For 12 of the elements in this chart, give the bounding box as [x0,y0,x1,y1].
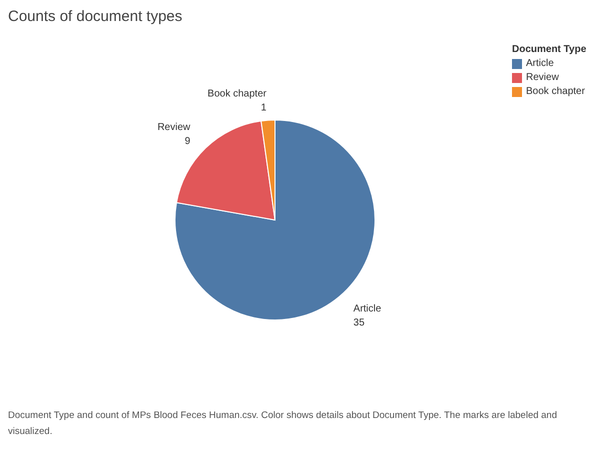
data-label: 1 [260,102,267,114]
legend-label: Review [526,72,559,83]
slice-label: Review [157,122,192,134]
slice-label: Article [353,303,382,314]
slice-label: Book chapter [208,88,268,100]
text: Document Type and count of MPs Blood Feces Human.csv. Color shows details about Document Type. The marks are labeled and visualized. [8,409,558,439]
legend-label: Book chapter [526,86,585,97]
chart-title: Counts of document types [8,8,182,25]
legend-label: Article [526,58,554,69]
data-label: 35 [353,317,365,328]
data-label: 9 [184,136,191,148]
legend-title: Document Type [512,44,588,55]
